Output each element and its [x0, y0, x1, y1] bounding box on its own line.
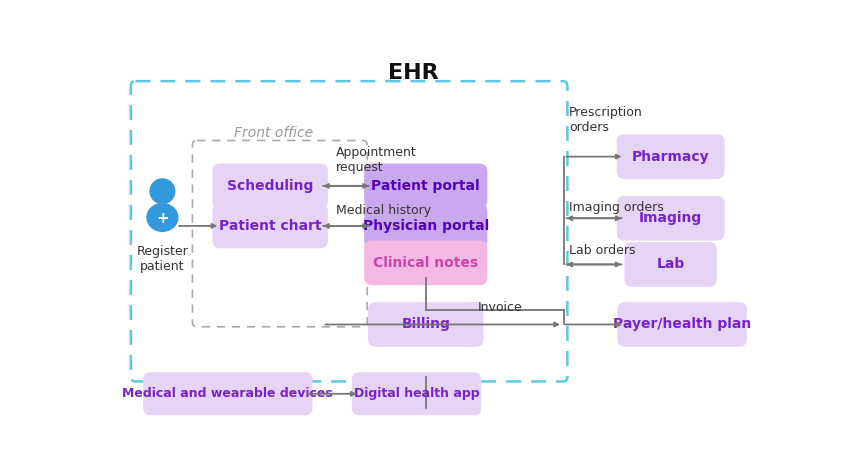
Text: Payer/health plan: Payer/health plan	[613, 317, 751, 332]
Text: EHR: EHR	[388, 64, 438, 83]
FancyBboxPatch shape	[364, 241, 488, 285]
Text: Lab orders: Lab orders	[569, 244, 636, 258]
Text: Medical history: Medical history	[335, 203, 431, 217]
Text: Patient portal: Patient portal	[371, 179, 480, 193]
FancyBboxPatch shape	[617, 134, 724, 179]
Text: Prescription
orders: Prescription orders	[569, 106, 643, 133]
FancyBboxPatch shape	[143, 372, 312, 415]
Ellipse shape	[147, 203, 178, 231]
FancyBboxPatch shape	[618, 302, 747, 347]
Text: Billing: Billing	[402, 317, 450, 332]
Circle shape	[150, 179, 174, 203]
Text: Lab: Lab	[656, 258, 685, 271]
Text: Medical and wearable devices: Medical and wearable devices	[123, 387, 334, 400]
FancyBboxPatch shape	[368, 302, 483, 347]
Text: Patient chart: Patient chart	[219, 219, 322, 233]
Text: +: +	[156, 211, 168, 226]
Text: Pharmacy: Pharmacy	[631, 150, 710, 163]
FancyBboxPatch shape	[625, 242, 717, 287]
FancyBboxPatch shape	[617, 196, 724, 241]
FancyBboxPatch shape	[351, 372, 481, 415]
Text: Register
patient: Register patient	[136, 245, 188, 273]
Text: Scheduling: Scheduling	[227, 179, 313, 193]
Text: Front office: Front office	[235, 126, 314, 140]
Text: Clinical notes: Clinical notes	[374, 256, 478, 270]
Text: Imaging orders: Imaging orders	[569, 201, 664, 214]
Text: Appointment
request: Appointment request	[335, 146, 416, 173]
Text: Invoice: Invoice	[478, 301, 523, 315]
FancyBboxPatch shape	[364, 203, 488, 248]
FancyBboxPatch shape	[213, 163, 328, 208]
FancyBboxPatch shape	[213, 203, 328, 248]
Text: Digital health app: Digital health app	[354, 387, 479, 400]
Text: Imaging: Imaging	[639, 211, 702, 225]
FancyBboxPatch shape	[364, 163, 488, 208]
Text: Physician portal: Physician portal	[363, 219, 488, 233]
